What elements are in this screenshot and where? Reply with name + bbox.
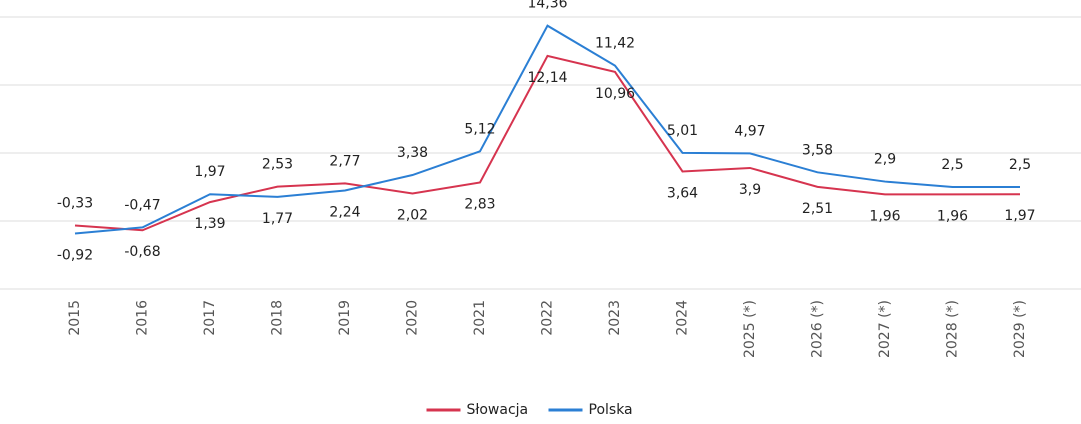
data-label: 3,58: [802, 142, 833, 158]
data-label: 4,97: [734, 123, 765, 139]
data-label: 1,39: [194, 216, 225, 232]
data-label: 10,96: [595, 86, 635, 102]
data-label: 3,64: [667, 185, 698, 201]
x-tick-label: 2028 (*): [945, 300, 961, 358]
data-label: 1,97: [194, 164, 225, 180]
x-tick-label: 2017: [202, 300, 218, 336]
x-tick-label: 2016: [135, 300, 151, 336]
data-label: -0,92: [57, 248, 93, 264]
data-label: 1,96: [937, 208, 968, 224]
data-label: 2,53: [262, 157, 293, 173]
legend-label: Słowacja: [467, 402, 529, 418]
x-tick-label: 2019: [337, 300, 353, 336]
x-tick-label: 2015: [67, 300, 83, 336]
data-label: 3,9: [739, 182, 761, 198]
x-tick-label: 2026 (*): [810, 300, 826, 358]
data-label: -0,47: [124, 197, 160, 213]
data-label: 2,51: [802, 201, 833, 217]
data-label: 2,77: [329, 153, 360, 169]
data-label: 2,02: [397, 208, 428, 224]
x-tick-label: 2029 (*): [1012, 300, 1028, 358]
series-line: [74, 24, 1020, 235]
data-label: 5,12: [464, 121, 495, 137]
x-tick-label: 2021: [472, 300, 488, 336]
data-label: 1,77: [262, 211, 293, 227]
x-tick-label: 2027 (*): [877, 300, 893, 358]
data-label: 5,01: [667, 123, 698, 139]
data-label: 2,5: [941, 157, 963, 173]
x-tick-label: 2024: [675, 300, 691, 336]
data-label: 2,9: [874, 152, 896, 168]
data-label: 14,36: [527, 0, 567, 12]
x-tick-label: 2022: [540, 300, 556, 336]
data-label: 2,5: [1009, 157, 1031, 173]
x-tick-label: 2025 (*): [742, 300, 758, 358]
data-label: 2,83: [464, 197, 495, 213]
x-tick-label: 2023: [607, 300, 623, 336]
data-label: 1,96: [869, 208, 900, 224]
data-label: -0,68: [124, 244, 160, 260]
data-label: 2,24: [329, 205, 360, 221]
series-line: [74, 54, 1021, 232]
data-label: -0,33: [57, 195, 93, 211]
legend-label: Polska: [589, 402, 633, 418]
data-label: 11,42: [595, 36, 635, 52]
data-label: 3,38: [397, 145, 428, 161]
data-label: 12,14: [527, 70, 567, 86]
data-label: 1,97: [1004, 208, 1035, 224]
x-tick-label: 2018: [270, 300, 286, 336]
x-tick-label: 2020: [405, 300, 421, 336]
